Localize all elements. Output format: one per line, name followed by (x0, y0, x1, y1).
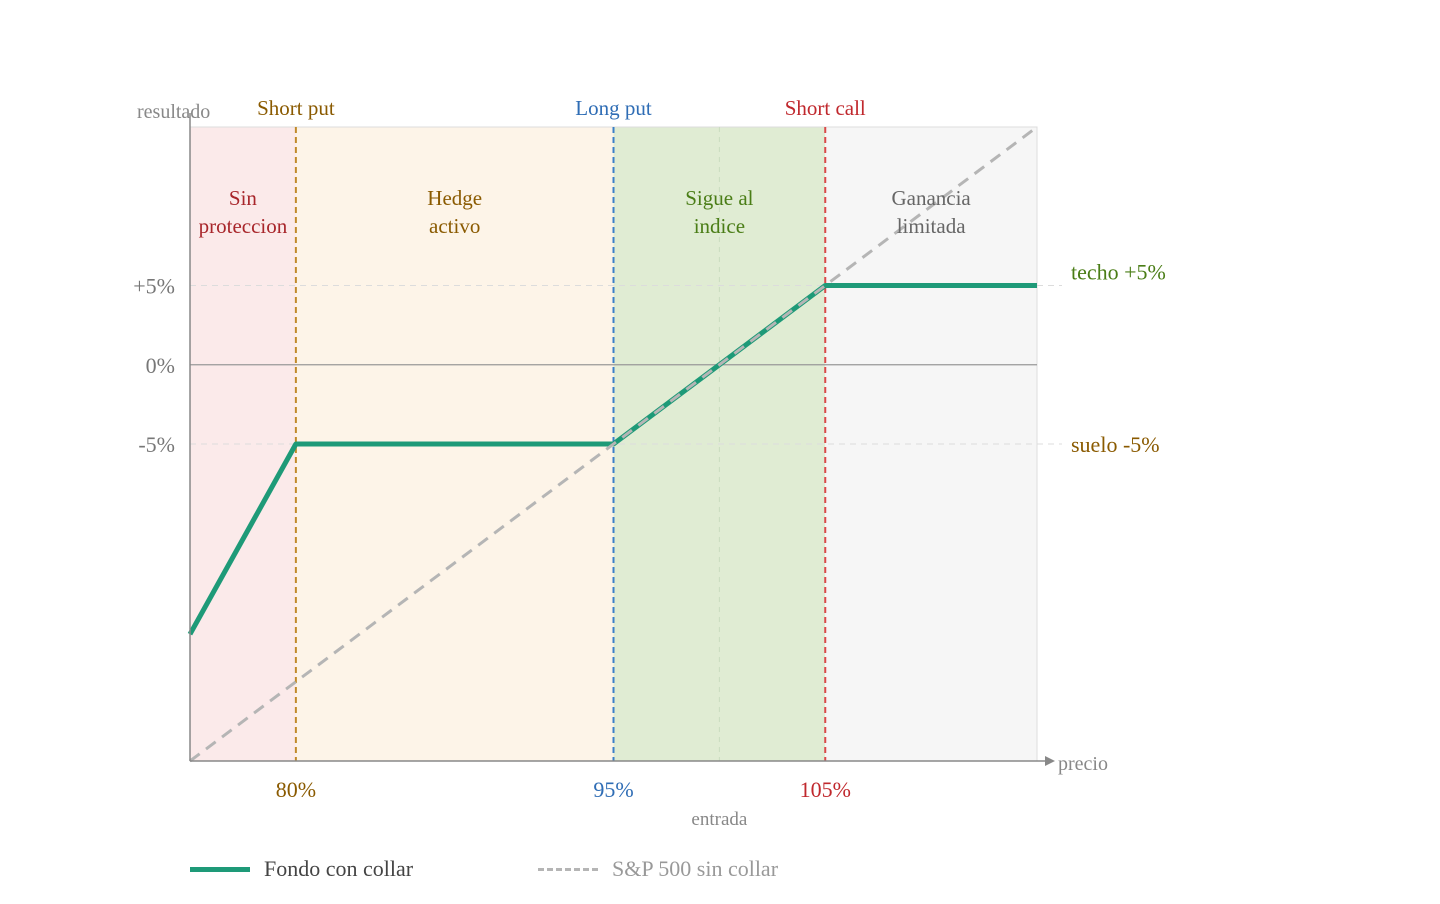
legend-swatch-collar (190, 866, 250, 872)
strike-label-0: Short put (257, 96, 335, 120)
zone-label-0-line-1: proteccion (199, 214, 288, 238)
legend-label-sp500: S&P 500 sin collar (612, 856, 779, 881)
zone-label-2-line-1: indice (694, 214, 745, 238)
x-tick-label-0: 80% (276, 777, 316, 802)
entry-label: entrada (691, 809, 747, 830)
y-tick-label-0: +5% (133, 274, 175, 299)
series-line-1 (189, 125, 1038, 763)
strike-label-1: Long put (575, 96, 652, 120)
zone-label-1-line-0: Hedge (427, 186, 482, 210)
legend-item-sp500: S&P 500 sin collar (538, 852, 778, 886)
legend-label-collar: Fondo con collar (264, 856, 414, 881)
x-axis-label: precio (1058, 753, 1108, 775)
zone-label-2-line-0: Sigue al (685, 186, 753, 210)
x-tick-label-2: 105% (800, 777, 851, 802)
annotation-1: suelo -5% (1071, 432, 1160, 457)
zone-label-0-line-0: Sin (229, 186, 258, 210)
x-axis-arrow (1045, 756, 1055, 766)
x-tick-label-1: 95% (593, 777, 633, 802)
legend-swatch-sp500 (538, 867, 598, 871)
label-layer: Sin proteccion Hedge activo Sigue al indice Ga… (133, 96, 1166, 830)
zone-label-3-line-1: limitada (897, 214, 966, 238)
y-axis-label: resultado (137, 101, 210, 123)
annotation-0: techo +5% (1071, 260, 1166, 285)
strike-layer (294, 127, 827, 761)
series-layer (187, 125, 1038, 763)
legend-item-collar: Fondo con collar (190, 852, 413, 886)
y-tick-label-1: 0% (146, 353, 175, 378)
strike-label-2: Short call (785, 96, 866, 120)
y-tick-label-2: -5% (138, 432, 175, 457)
zone-label-1-line-1: activo (429, 214, 480, 238)
zone-label-3-line-0: Ganancia (891, 186, 971, 210)
axes-layer (189, 113, 1055, 766)
